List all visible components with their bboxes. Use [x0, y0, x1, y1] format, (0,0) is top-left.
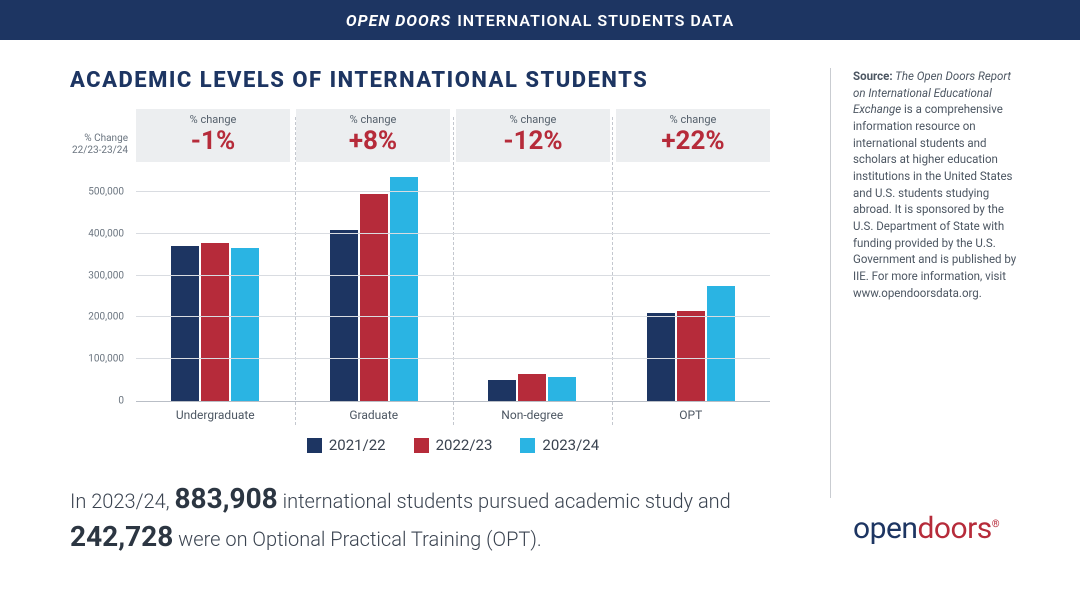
bar [488, 380, 516, 401]
footnote: In 2023/24, 883,908 international studen… [70, 480, 790, 556]
legend: 2021/22 2022/23 2023/24 [136, 436, 770, 454]
source-label: Source: [853, 69, 893, 83]
bar [647, 313, 675, 401]
source-text: Source: The Open Doors Report on Interna… [853, 68, 1020, 301]
change-box-label: % change [456, 113, 610, 126]
footnote-n2: 242,728 [70, 520, 173, 553]
y-tick-label: 100,000 [70, 354, 130, 365]
content-area: ACADEMIC LEVELS OF INTERNATIONAL STUDENT… [0, 40, 1080, 556]
change-box: % change-12% [456, 109, 610, 162]
x-tick-label: Undergraduate [136, 402, 295, 422]
change-box-label: % change [136, 113, 290, 126]
logo-open: open [853, 511, 917, 546]
footnote-post: were on Optional Practical Training (OPT… [173, 527, 541, 551]
gridline [136, 275, 770, 276]
banner-brand: OPEN DOORS [346, 11, 451, 30]
legend-item: 2023/24 [520, 436, 599, 454]
legend-item: 2022/23 [414, 436, 493, 454]
gridline [136, 233, 770, 234]
right-column: Source: The Open Doors Report on Interna… [830, 68, 1050, 498]
bar [518, 374, 546, 401]
logo-registered-icon: ® [992, 519, 999, 530]
header-banner: OPEN DOORS INTERNATIONAL STUDENTS DATA [0, 0, 1080, 40]
bar-group [136, 172, 295, 401]
bar-groups [136, 172, 770, 401]
legend-swatch [414, 438, 429, 453]
y-axis: 0100,000200,000300,000400,000500,000 [70, 172, 130, 401]
legend-swatch [520, 438, 535, 453]
bar [707, 286, 735, 401]
change-box-value: +8% [296, 126, 450, 156]
change-box: % change-1% [136, 109, 290, 162]
bar [171, 246, 199, 401]
y-tick-label: 500,000 [70, 186, 130, 197]
x-tick-label: Graduate [295, 402, 454, 422]
legend-item: 2021/22 [307, 436, 386, 454]
y-tick-label: 400,000 [70, 228, 130, 239]
legend-swatch [307, 438, 322, 453]
gridline [136, 316, 770, 317]
footnote-mid: international students pursued academic … [278, 489, 731, 513]
change-box-value: -12% [456, 126, 610, 156]
change-box-label: % change [616, 113, 770, 126]
logo-doors: doors [917, 511, 991, 546]
bar [330, 230, 358, 401]
x-tick-label: Non-degree [453, 402, 612, 422]
change-box-label: % change [296, 113, 450, 126]
chart-title: ACADEMIC LEVELS OF INTERNATIONAL STUDENT… [70, 68, 830, 93]
bar-group [612, 172, 771, 401]
footnote-n1: 883,908 [174, 482, 277, 515]
bar [360, 194, 388, 401]
footnote-pre: In 2023/24, [70, 489, 174, 513]
bar [677, 311, 705, 401]
change-row-label: % Change 22/23-23/24 [64, 133, 128, 157]
source-rest: is a comprehensive information resource … [853, 102, 1016, 299]
legend-label: 2022/23 [436, 436, 493, 454]
legend-label: 2021/22 [329, 436, 386, 454]
gridline [136, 358, 770, 359]
change-box: % change+8% [296, 109, 450, 162]
bar [231, 248, 259, 401]
legend-label: 2023/24 [542, 436, 599, 454]
x-tick-label: OPT [612, 402, 771, 422]
y-tick-label: 0 [70, 396, 130, 407]
bar-chart: 0100,000200,000300,000400,000500,000 [136, 172, 770, 402]
y-tick-label: 300,000 [70, 270, 130, 281]
change-box-value: +22% [616, 126, 770, 156]
y-tick-label: 200,000 [70, 312, 130, 323]
banner-title: INTERNATIONAL STUDENTS DATA [457, 11, 734, 30]
change-box-value: -1% [136, 126, 290, 156]
opendoors-logo: opendoors® [853, 511, 999, 546]
bar-group [453, 172, 612, 401]
change-box: % change+22% [616, 109, 770, 162]
left-column: ACADEMIC LEVELS OF INTERNATIONAL STUDENT… [70, 68, 830, 556]
bar [201, 243, 229, 401]
chart-wrap: % Change 22/23-23/24 % change-1%% change… [70, 109, 770, 454]
bar-group [295, 172, 454, 401]
gridline [136, 191, 770, 192]
bar [548, 377, 576, 401]
bar [390, 177, 418, 401]
